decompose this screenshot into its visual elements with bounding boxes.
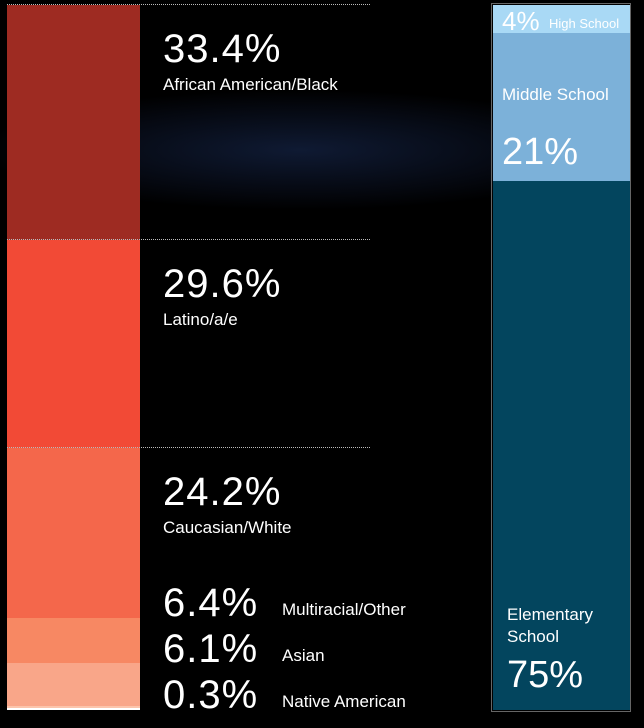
value-label: 21% (502, 131, 579, 174)
legend-label: Asian (282, 646, 325, 665)
bar-segment (7, 705, 140, 708)
bar-frame (491, 3, 631, 712)
legend-label: High School (549, 16, 620, 31)
bar-segment (493, 181, 630, 710)
divider (7, 238, 370, 240)
baseline (7, 708, 140, 710)
legend-label: African American/Black (163, 75, 338, 94)
bar-segment (7, 447, 140, 618)
legend-label: Native American (282, 692, 406, 711)
value-label: 29.6% (163, 261, 282, 306)
legend-label: Middle School (502, 85, 609, 105)
bar-segment (7, 5, 140, 240)
value-label: 24.2% (163, 469, 282, 514)
bar-segment (7, 239, 140, 448)
legend-label: Elementary School (507, 605, 593, 646)
bar-segment (7, 618, 140, 663)
divider (7, 4, 370, 5)
value-label: 75% (507, 654, 584, 696)
divider (7, 446, 370, 448)
value-label: 0.3% (163, 673, 259, 717)
value-label: 6.4% (163, 581, 259, 625)
legend-label: Latino/a/e (163, 309, 238, 329)
value-label: 4% (502, 6, 540, 36)
legend-label: Caucasian/White (163, 517, 292, 537)
value-label: 33.4% (163, 27, 282, 71)
legend-label: Multiracial/Other (282, 600, 406, 619)
value-label: 6.1% (163, 627, 259, 671)
bar-segment (493, 33, 630, 182)
bar-segment (7, 663, 140, 706)
bar-segment (493, 5, 630, 34)
